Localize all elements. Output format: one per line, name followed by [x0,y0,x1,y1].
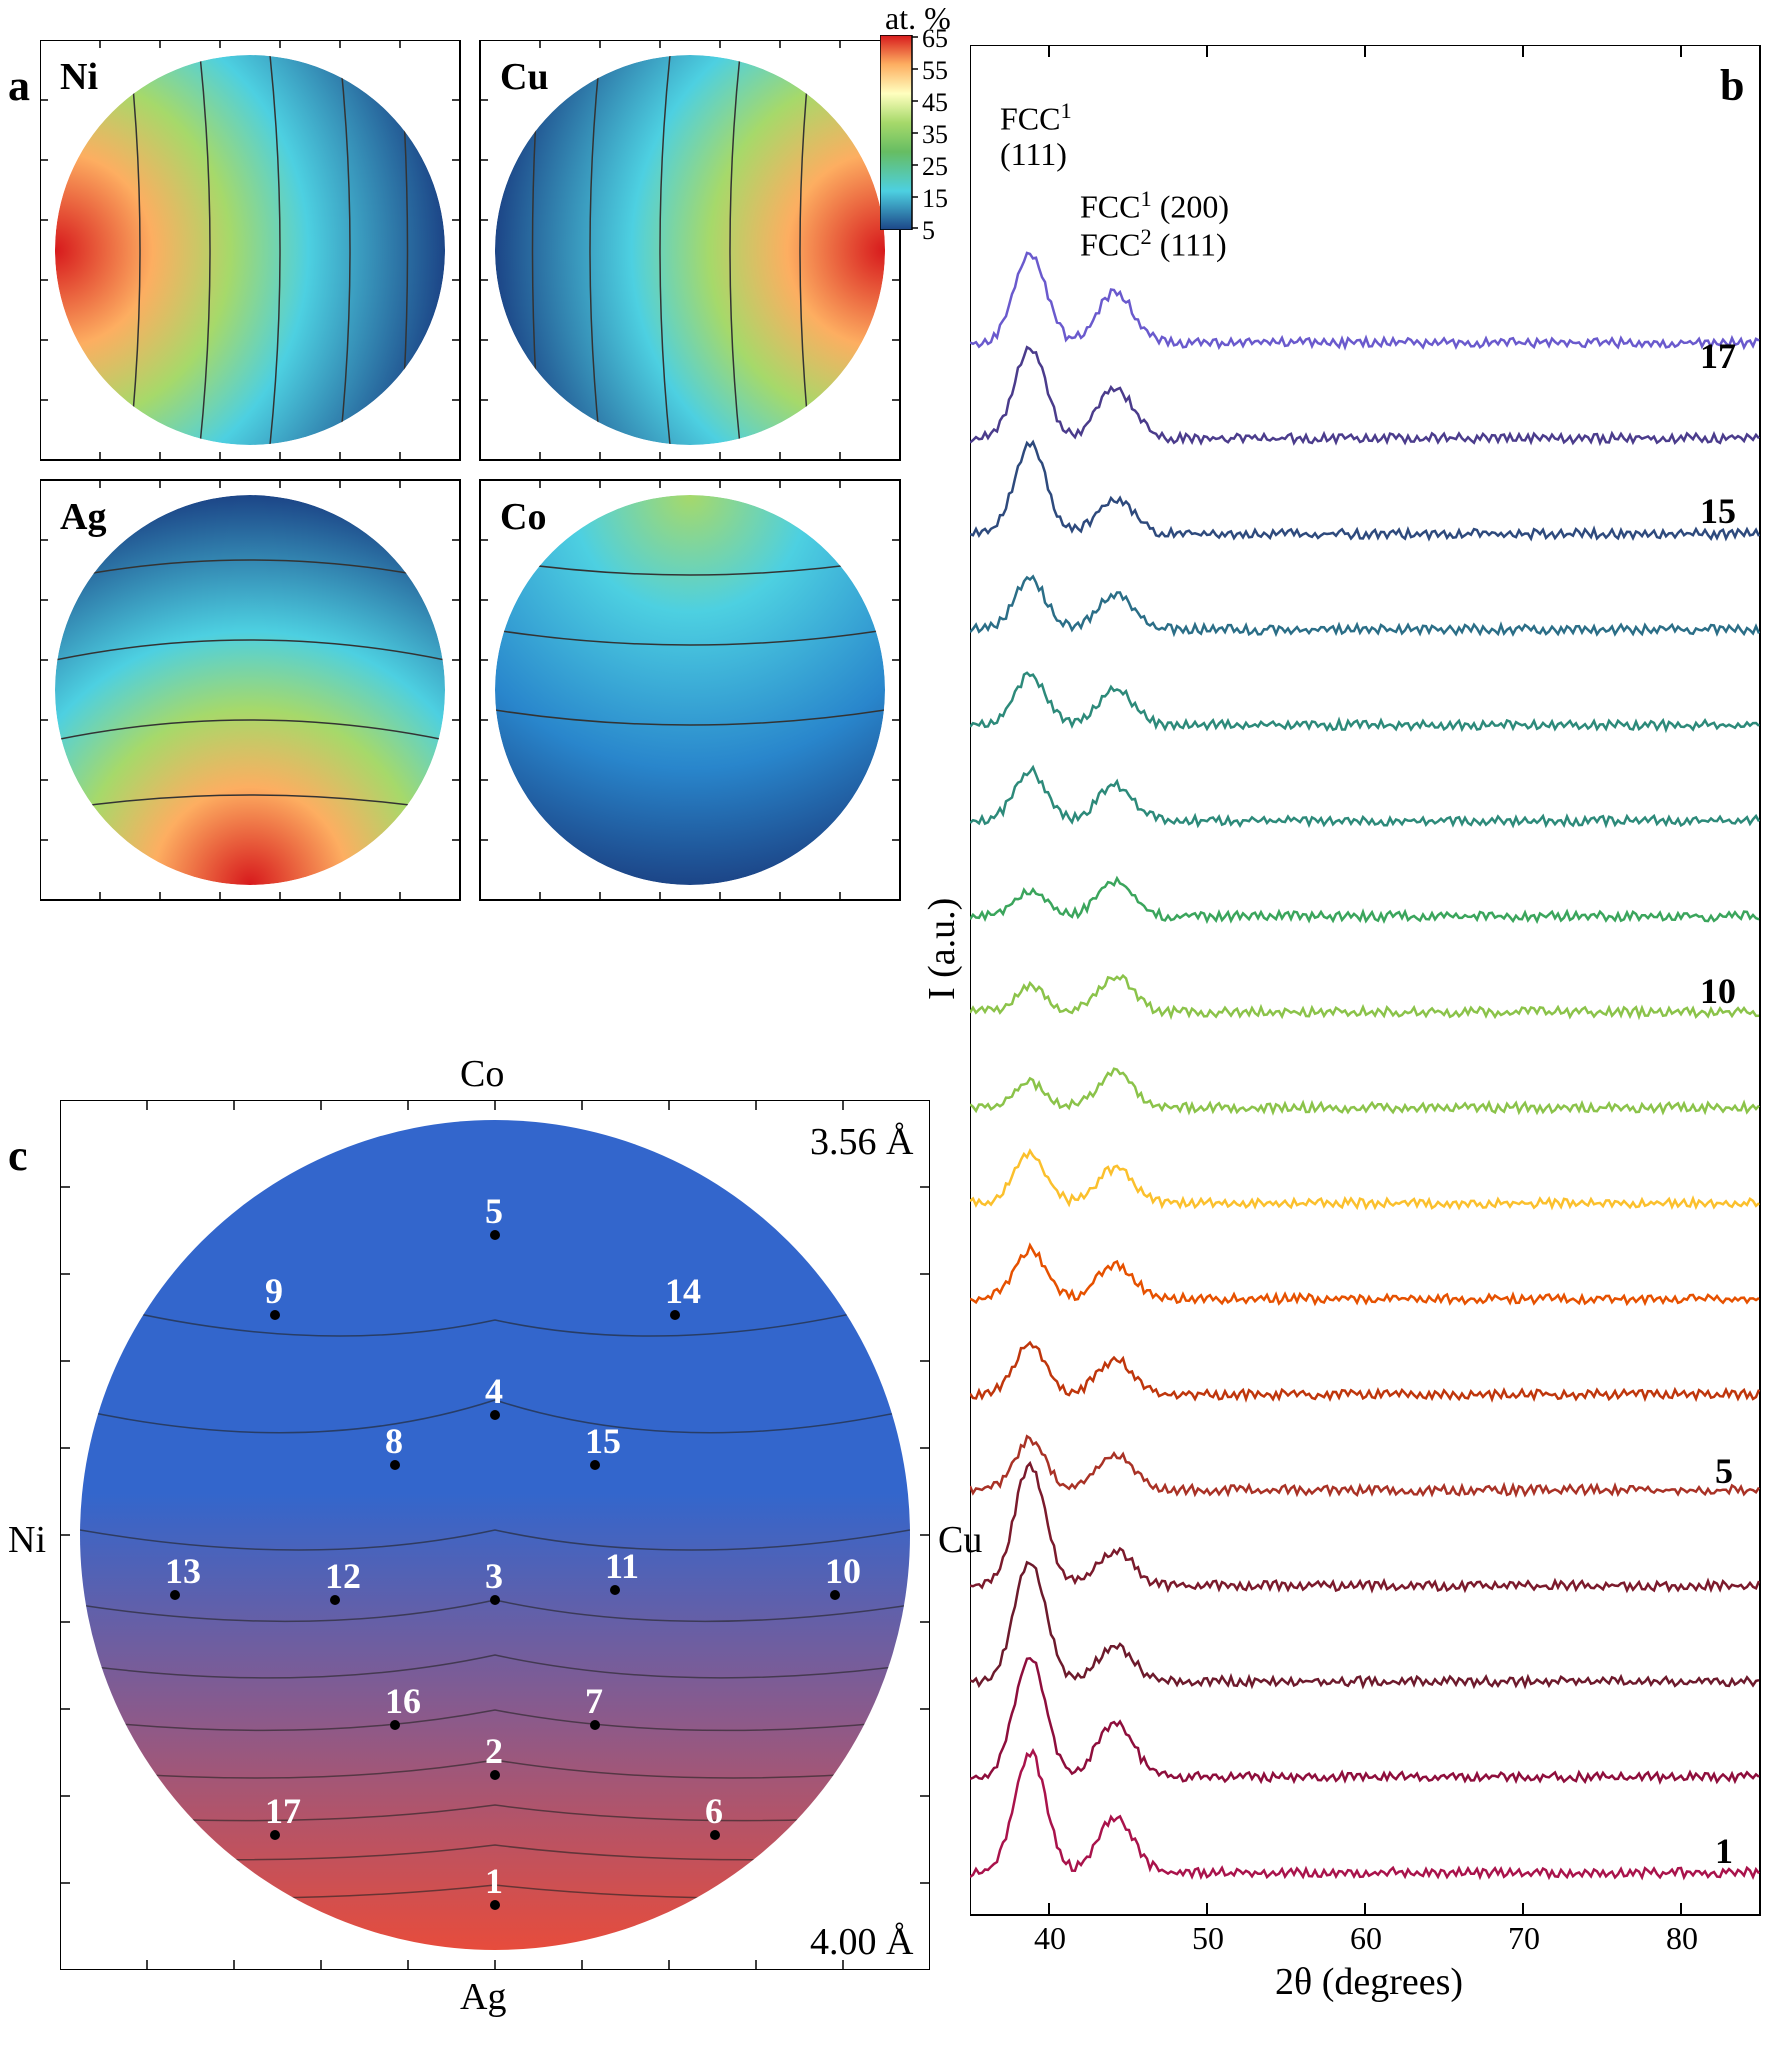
c-scale-bottom: 4.00 Å [810,1920,913,1964]
xrd-xtick-60: 60 [1350,1920,1382,1957]
xrd-ylabel: I (a.u.) [920,898,964,1000]
xrd-trace-4 [970,1463,1759,1590]
xrd-trace-17 [970,253,1759,347]
c-point-label-6: 6 [705,1790,723,1832]
xrd-trace-15 [970,442,1759,538]
cbar-tick-6: 5 [922,216,935,246]
xrd-ann-fcc1: FCC1 [1000,98,1072,138]
c-corner-cu: Cu [938,1518,982,1562]
c-point-label-9: 9 [265,1270,283,1312]
map-label-ag: Ag [60,495,106,539]
xrd-label-5: 5 [1715,1450,1733,1492]
c-point-label-8: 8 [385,1420,403,1462]
figure-root: a [0,0,1773,2057]
map-label-cu: Cu [500,55,549,99]
xrd-trace-13 [970,673,1759,730]
cbar-tick-2: 45 [922,88,948,118]
cbar-tick-1: 55 [922,56,948,86]
xrd-ann-111: (111) [1000,136,1067,173]
xrd-ann-fcc1-200: FCC1 (200) [1080,186,1229,226]
xrd-trace-5 [970,1436,1759,1495]
c-point-label-15: 15 [585,1420,621,1462]
xrd-label-15: 15 [1700,490,1736,532]
xrd-trace-6 [970,1343,1759,1400]
xrd-xtick-80: 80 [1666,1920,1698,1957]
xrd-label-1: 1 [1715,1830,1733,1872]
c-point-label-3: 3 [485,1555,503,1597]
c-point-label-14: 14 [665,1270,701,1312]
cbar-tick-5: 15 [922,184,948,214]
c-point-label-17: 17 [265,1790,301,1832]
c-point-label-13: 13 [165,1550,201,1592]
xrd-xtick-70: 70 [1508,1920,1540,1957]
xrd-label-17: 17 [1700,335,1736,377]
xrd-trace-3 [970,1562,1759,1686]
xrd-trace-9 [970,1069,1759,1113]
cbar-tick-3: 35 [922,120,948,150]
c-point-label-12: 12 [325,1555,361,1597]
xrd-trace-7 [970,1245,1759,1303]
colorbar-svg [880,35,960,230]
xrd-trace-11 [970,878,1759,921]
c-corner-ag: Ag [460,1975,506,2019]
panel-c-label: c [8,1130,28,1181]
c-point-label-7: 7 [585,1680,603,1722]
xrd-ann-fcc2-111: FCC2 (111) [1080,224,1227,264]
panel-a-svg [40,40,920,940]
cbar-tick-0: 65 [922,24,948,54]
map-label-ni: Ni [60,55,98,99]
c-scale-top: 3.56 Å [810,1120,913,1164]
xrd-trace-2 [970,1658,1759,1781]
c-corner-ni: Ni [8,1518,46,1562]
xrd-trace-16 [970,347,1759,443]
c-corner-co: Co [460,1052,504,1096]
xrd-xtick-50: 50 [1192,1920,1224,1957]
c-point-label-4: 4 [485,1370,503,1412]
xrd-trace-14 [970,577,1759,635]
c-point-label-11: 11 [605,1545,639,1587]
xrd-xtick-40: 40 [1034,1920,1066,1957]
map-label-co: Co [500,495,546,539]
c-point-label-10: 10 [825,1550,861,1592]
c-point-label-5: 5 [485,1190,503,1232]
panel-b-svg [970,45,1770,1965]
xrd-xlabel: 2θ (degrees) [1275,1960,1463,2004]
c-point-label-1: 1 [485,1860,503,1902]
panel-a-label: a [8,60,30,111]
c-point-label-16: 16 [385,1680,421,1722]
xrd-trace-12 [970,767,1759,825]
c-point-label-2: 2 [485,1730,503,1772]
cbar-tick-4: 25 [922,152,948,182]
xrd-trace-1 [970,1751,1759,1878]
xrd-trace-10 [970,976,1759,1017]
xrd-label-10: 10 [1700,970,1736,1012]
xrd-trace-8 [970,1151,1759,1208]
